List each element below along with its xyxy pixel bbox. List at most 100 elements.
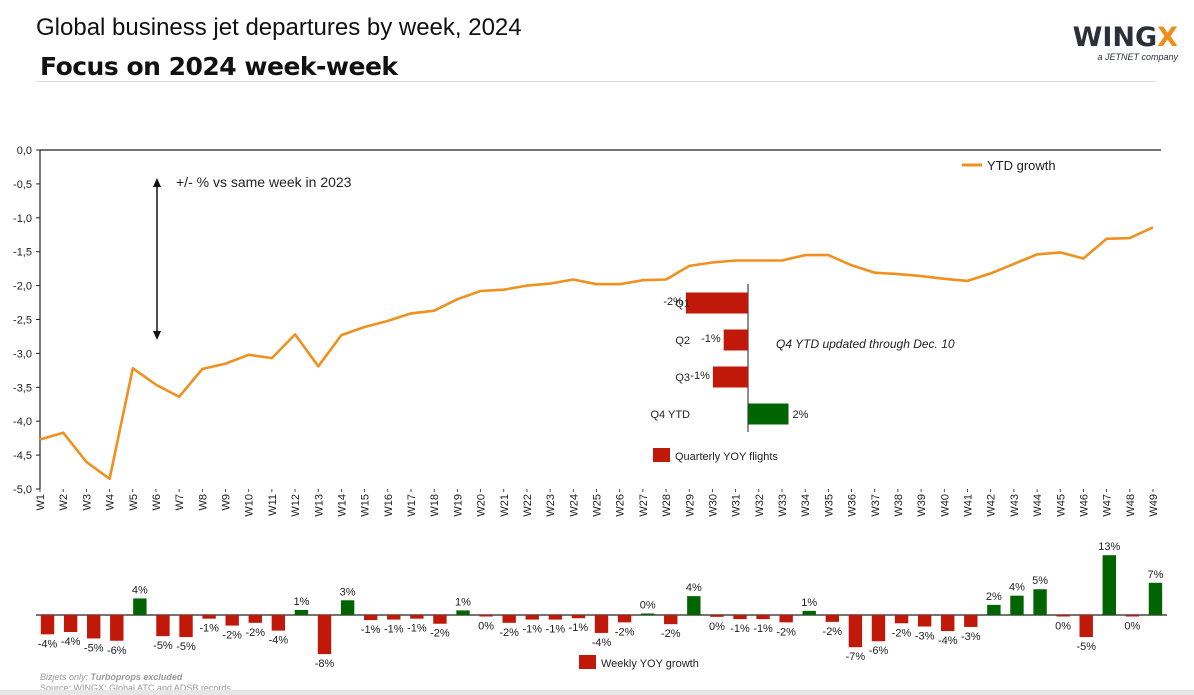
- chart-title: Global business jet departures by week, …: [36, 14, 522, 41]
- y-tick-label: -3,5: [13, 382, 32, 394]
- weekly-value-label: -2%: [615, 626, 635, 638]
- x-tick-label: W35: [823, 494, 835, 517]
- quarter-category-label: Q3: [675, 372, 690, 384]
- x-tick-label: W49: [1148, 494, 1160, 517]
- weekly-bar: [40, 615, 55, 635]
- x-tick-label: W38: [893, 494, 905, 517]
- x-tick-label: W14: [336, 494, 348, 517]
- weekly-bar: [987, 604, 1001, 615]
- weekly-bar: [87, 615, 101, 639]
- weekly-value-label: 0%: [640, 600, 656, 612]
- x-tick-label: W2: [58, 494, 70, 511]
- weekly-bar: [594, 615, 609, 633]
- weekly-value-label: -4%: [938, 635, 958, 647]
- footnote: Bizjets only: Turboprops excluded: [40, 672, 182, 682]
- quarter-value-label: -1%: [690, 370, 710, 382]
- quarter-category-label: Q2: [675, 335, 690, 347]
- x-tick-label: W28: [661, 494, 673, 517]
- x-tick-label: W39: [916, 494, 928, 517]
- x-tick-label: W37: [870, 494, 882, 517]
- footnote-prefix: Bizjets only:: [40, 672, 91, 682]
- legend-quarterly-swatch: [653, 448, 670, 462]
- weekly-bar-chart: -4% -4%-5% -6%4%-5% -5%-1%-2% -2%-4%1%-8%3%-…: [36, 541, 1167, 670]
- x-tick-label: W5: [128, 494, 140, 511]
- weekly-value-label: 7%: [1148, 569, 1164, 581]
- x-tick-label: W10: [244, 494, 256, 517]
- weekly-value-label: -1%: [730, 623, 750, 635]
- weekly-value-label: -1%: [569, 622, 589, 634]
- y-tick-label: -1,0: [13, 213, 32, 225]
- weekly-value-label: 4%: [1009, 582, 1025, 594]
- x-tick-label: W1: [35, 494, 47, 511]
- y-tick-label: -0,5: [13, 179, 32, 191]
- quarter-category-label: Q4 YTD: [650, 409, 690, 421]
- x-tick-label: W46: [1078, 494, 1090, 517]
- legend-ytd-label: YTD growth: [987, 158, 1056, 173]
- weekly-bar: [733, 615, 747, 620]
- weekly-value-label: 0%: [1124, 621, 1140, 633]
- weekly-bar: [410, 615, 424, 619]
- weekly-bar: [179, 615, 193, 638]
- header-divider: [36, 81, 1156, 82]
- weekly-value-label: 4%: [686, 582, 702, 594]
- x-tick-label: W32: [754, 494, 766, 517]
- logo-accent-text: X: [1157, 22, 1178, 53]
- weekly-bar: [1125, 615, 1140, 617]
- weekly-bar: [640, 613, 655, 615]
- quarterly-bar-chart: Q1-2%Q2 -1%Q3 -1%Q4 YTD 2%Q4 YTD updated th…: [650, 284, 955, 463]
- weekly-bar: [248, 615, 262, 623]
- legend-weekly-label: Weekly YOY growth: [601, 658, 699, 670]
- weekly-value-label: -5%: [176, 641, 196, 653]
- x-tick-label: W11: [267, 494, 279, 516]
- weekly-bar: [1148, 582, 1163, 615]
- weekly-bar: [1033, 589, 1047, 615]
- weekly-bar: [779, 615, 793, 623]
- weekly-bar: [225, 615, 239, 626]
- quarter-value-label: -2%: [663, 296, 683, 308]
- weekly-bar: [964, 615, 978, 627]
- weekly-value-label: -1%: [384, 624, 404, 636]
- x-tick-label: W40: [939, 494, 951, 517]
- weekly-bar: [294, 609, 309, 615]
- x-tick-label: W21: [499, 494, 511, 517]
- quarter-category-label: Q1: [675, 298, 690, 310]
- chart-subtitle: Focus on 2024 week-week: [40, 52, 398, 81]
- weekly-bar: [1079, 615, 1093, 638]
- weekly-bar: [387, 615, 401, 620]
- weekly-bar: [802, 610, 816, 615]
- weekly-bar: [133, 598, 147, 615]
- x-tick-label: W7: [174, 494, 186, 511]
- x-tick-label: W8: [197, 494, 209, 511]
- x-tick-label: W41: [963, 494, 975, 517]
- quarter-value-label: -1%: [701, 333, 721, 345]
- x-tick-label: W42: [986, 494, 998, 517]
- arrow-up-head-icon: [153, 178, 161, 187]
- y-tick-label: 0,0: [17, 145, 32, 157]
- weekly-bar: [871, 615, 886, 642]
- x-tick-label: W44: [1032, 494, 1044, 517]
- wingx-logo: WINGX a JETNET company: [1073, 22, 1178, 63]
- x-tick-label: W33: [777, 494, 789, 517]
- weekly-bar: [271, 615, 286, 631]
- weekly-value-label: -2%: [499, 627, 519, 639]
- weekly-value-label: -2%: [430, 628, 450, 640]
- x-tick-label: W48: [1125, 494, 1137, 517]
- weekly-value-label: -6%: [107, 645, 127, 657]
- weekly-value-label: -2%: [245, 627, 265, 639]
- weekly-bar: [894, 615, 909, 624]
- x-tick-label: W3: [81, 494, 93, 511]
- quarter-note: Q4 YTD updated through Dec. 10: [776, 337, 955, 351]
- y-tick-label: -1,5: [13, 247, 32, 259]
- x-tick-label: W26: [615, 494, 627, 517]
- weekly-value-label: -3%: [915, 631, 935, 643]
- x-tick-label: W17: [406, 494, 418, 517]
- weekly-bar: [456, 610, 470, 615]
- x-tick-label: W23: [545, 494, 557, 517]
- x-tick-label: W22: [522, 494, 534, 517]
- quarter-bar: [712, 366, 748, 388]
- weekly-bar: [917, 615, 932, 627]
- x-tick-label: W4: [105, 494, 117, 511]
- weekly-value-label: -5%: [153, 640, 173, 652]
- weekly-bar: [525, 615, 539, 620]
